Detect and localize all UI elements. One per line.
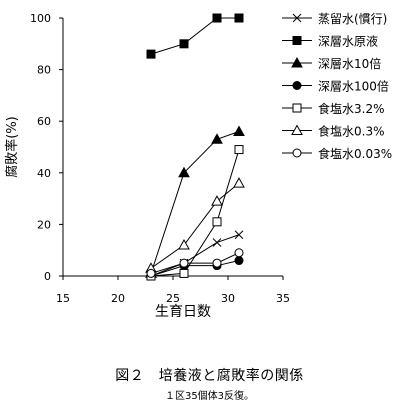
legend-label: 食塩水0.03%	[318, 146, 392, 161]
legend-marker	[291, 124, 303, 135]
data-point	[212, 258, 222, 268]
legend-item: 食塩水0.3%	[282, 124, 385, 139]
data-point	[179, 268, 189, 278]
legend-item: 深層水10倍	[282, 56, 381, 71]
figure-note: １区35個体3反復。	[164, 391, 255, 402]
y-tick-label: 0	[44, 270, 51, 283]
legend-label: 深層水100倍	[318, 79, 389, 94]
data-point	[234, 13, 244, 23]
data-point	[212, 13, 222, 23]
data-point	[178, 166, 190, 178]
data-point	[179, 258, 189, 268]
legend-item: 深層水100倍	[282, 79, 389, 94]
legend-marker	[292, 148, 302, 158]
x-tick-label: 30	[221, 292, 235, 305]
series-7	[146, 248, 244, 278]
data-point	[211, 133, 223, 144]
y-tick-label: 80	[37, 64, 51, 77]
data-point	[212, 238, 222, 247]
data-point	[234, 145, 244, 155]
legend-item: 食塩水3.2%	[282, 101, 385, 116]
series-5	[146, 145, 244, 281]
legend-label: 深層水10倍	[318, 56, 381, 71]
y-tick-label: 40	[37, 167, 51, 180]
legend-label: 深層水原液	[318, 34, 378, 49]
figure-title: 図２ 培養液と腐敗率の関係	[115, 368, 304, 384]
data-point	[212, 217, 222, 227]
data-point	[233, 177, 245, 188]
series-line	[150, 149, 240, 277]
y-tick-label: 20	[37, 218, 51, 231]
data-point	[233, 125, 245, 137]
series-line	[150, 182, 240, 269]
y-axis-label: 腐敗率(%)	[4, 116, 20, 178]
x-axis-label: 生育日数	[155, 304, 211, 320]
data-point	[146, 49, 156, 59]
legend-label: 食塩水0.3%	[318, 124, 385, 139]
legend-marker	[292, 103, 302, 113]
axis-ticks: 15 20 25 30 35 0 20 40 60 80 100	[30, 12, 290, 305]
legend-item: 蒸留水(慣行)	[282, 11, 387, 26]
legend-label: 蒸留水(慣行)	[318, 11, 387, 26]
series-6	[145, 177, 245, 273]
data-point	[146, 268, 156, 278]
data-point	[179, 39, 189, 49]
chart: 15 20 25 30 35 0 20 40 60 80 100 蒸留水(慣行) 深層水原液深層水10…	[4, 11, 392, 320]
data-point	[234, 248, 244, 258]
legend-item: 深層水原液	[282, 34, 378, 49]
legend-marker	[292, 13, 302, 23]
data-point	[234, 230, 244, 240]
x-tick-label: 20	[111, 292, 125, 305]
data-point	[211, 195, 223, 206]
x-tick-label: 35	[276, 292, 290, 305]
legend-item: 食塩水0.03%	[282, 146, 392, 161]
y-tick-label: 100	[30, 12, 51, 25]
series-2	[146, 13, 244, 59]
series-layer	[145, 13, 245, 281]
x-tick-label: 25	[166, 292, 180, 305]
series-line	[150, 17, 239, 55]
x-tick-label: 15	[56, 292, 70, 305]
legend-marker	[291, 56, 303, 68]
series-line	[150, 234, 240, 277]
y-tick-label: 60	[37, 115, 51, 128]
series-line	[150, 260, 240, 277]
series-3	[145, 125, 245, 278]
series-line	[150, 131, 240, 274]
data-point	[234, 256, 244, 266]
legend-marker	[292, 36, 302, 45]
axes	[62, 18, 283, 277]
legend-label: 食塩水3.2%	[318, 101, 385, 116]
legend-marker	[292, 81, 302, 90]
data-point	[178, 239, 190, 250]
series-line	[150, 252, 240, 274]
